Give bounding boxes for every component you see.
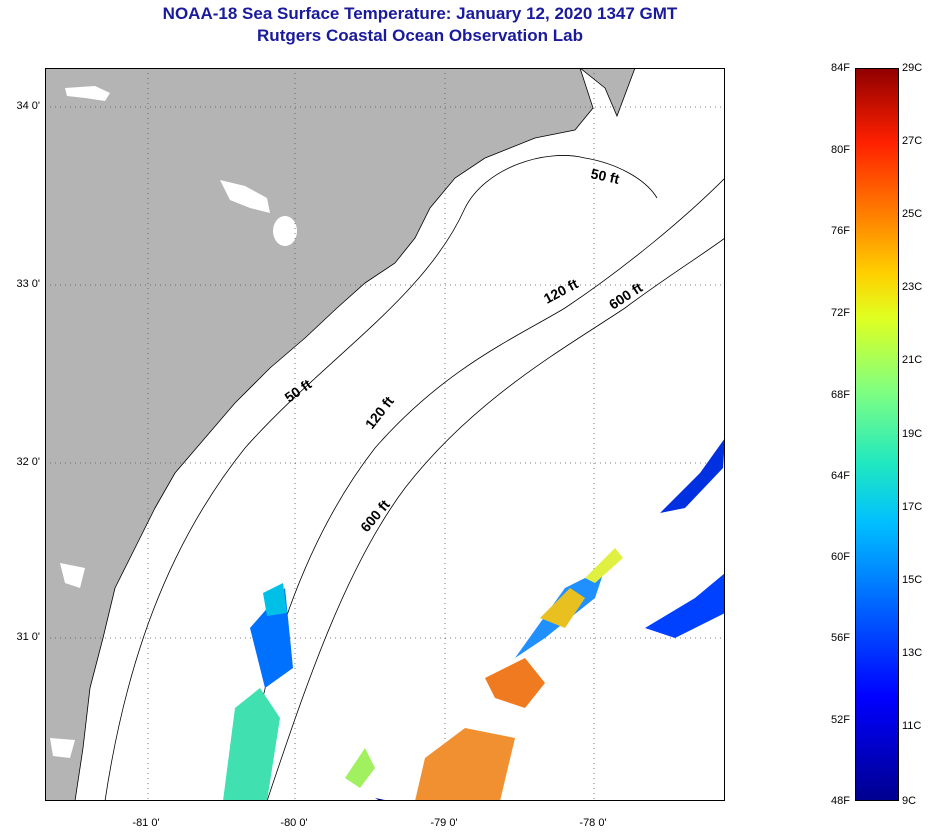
map-title: NOAA-18 Sea Surface Temperature: January… [162,4,678,23]
cbar-c-label: 15C [902,574,923,586]
lon-label-80: -80 0' [280,817,308,829]
cbar-f-label: 48F [831,795,850,807]
cbar-f-label: 56F [831,632,850,644]
cbar-c-label: 25C [902,208,923,220]
lat-label-33: 33 0' [16,278,40,290]
cbar-f-label: 64F [831,470,850,482]
cbar-f-label: 52F [831,714,850,726]
cbar-c-label: 13C [902,647,923,659]
lon-label-79: -79 0' [430,817,458,829]
cbar-c-label: 9C [902,795,917,807]
contour-600ft [266,237,725,801]
cbar-c-label: 21C [902,354,923,366]
cbar-c-label: 11C [902,720,922,732]
map-subtitle: Rutgers Coastal Ocean Observation Lab [257,26,583,45]
lon-label-81: -81 0' [132,817,160,829]
lat-label-31: 31 0' [16,631,40,643]
cbar-f-label: 84F [831,62,850,74]
lon-label-78: -78 0' [579,817,607,829]
land-mass [45,68,594,801]
cbar-c-label: 23C [902,281,923,293]
cbar-c-label: 17C [902,501,923,513]
lat-label-32: 32 0' [16,456,40,468]
cbar-f-label: 80F [831,144,850,156]
colorbar [855,68,899,801]
sst-map: 50 ft 120 ft 600 ft 50 ft 120 ft 600 ft [45,68,725,801]
cbar-c-label: 29C [902,62,923,74]
cbar-f-label: 72F [831,307,850,319]
cbar-f-label: 68F [831,389,850,401]
contour-label: 50 ft [589,165,621,187]
contour-50ft [104,155,658,801]
cbar-f-label: 76F [831,225,850,237]
lat-label-34: 34 0' [16,100,40,112]
cbar-c-label: 19C [902,428,923,440]
cbar-f-label: 60F [831,551,850,563]
cbar-c-label: 27C [902,135,923,147]
sst-patches [223,438,725,801]
